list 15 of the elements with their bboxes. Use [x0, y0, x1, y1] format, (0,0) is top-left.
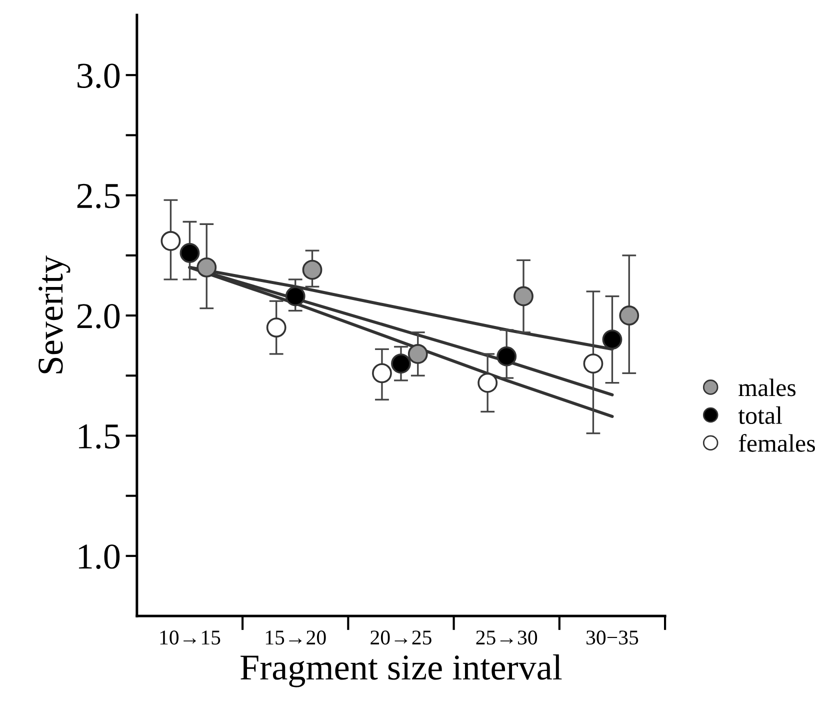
y-tick-label: 2.0 [77, 304, 120, 329]
y-axis-title: Severity [38, 255, 70, 374]
y-tick-label: 1.0 [78, 544, 120, 569]
legend-label: total [738, 406, 782, 424]
x-tick-label: 10→15 [160, 630, 220, 645]
x-axis-title: Fragment size interval [240, 654, 562, 688]
x-tick-label: 25→30 [476, 630, 538, 645]
legend-label: males [738, 378, 796, 396]
y-tick-label: 1.5 [78, 424, 120, 449]
y-tick-label: 3.0 [78, 64, 120, 88]
x-tick-label: 20→25 [370, 630, 432, 645]
x-tick-label: 15→20 [266, 630, 326, 645]
y-tick-label: 2.5 [77, 184, 120, 208]
legend-label: females [738, 434, 815, 452]
x-tick-label: 30−35 [586, 630, 638, 645]
